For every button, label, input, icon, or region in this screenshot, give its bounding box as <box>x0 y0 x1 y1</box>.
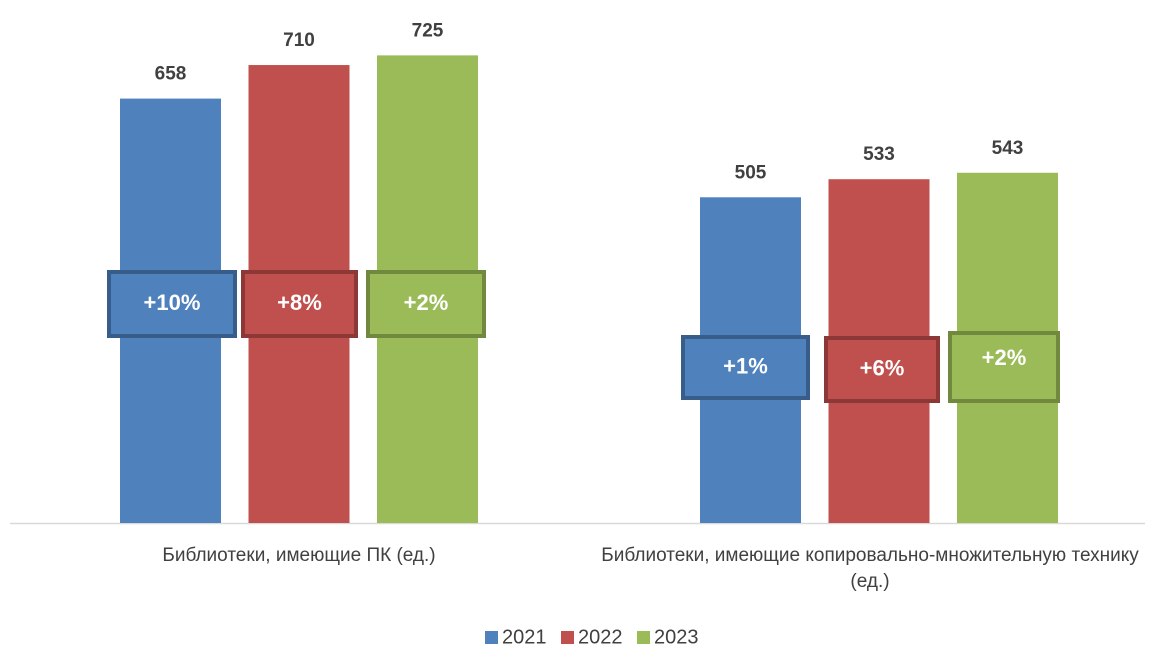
data-label: 725 <box>412 20 444 41</box>
legend-swatch <box>637 631 650 644</box>
data-label: 533 <box>863 144 895 165</box>
legend-swatch <box>561 631 574 644</box>
growth-box <box>681 335 810 400</box>
data-label: 658 <box>155 64 187 85</box>
x-tick-label: Библиотеки, имеющие копировально-множите… <box>601 545 1139 592</box>
data-label: 505 <box>735 162 767 183</box>
legend-label: 2023 <box>654 626 699 648</box>
legend-label: 2022 <box>578 626 623 648</box>
legend-label: 2021 <box>502 626 547 648</box>
growth-box <box>824 336 940 403</box>
growth-label: +2% <box>982 345 1027 370</box>
growth-label: +2% <box>404 290 449 315</box>
growth-box <box>241 270 358 338</box>
growth-label: +10% <box>144 290 201 315</box>
x-tick-label: Библиотеки, имеющие ПК (ед.) <box>162 545 436 566</box>
data-label: 710 <box>283 30 315 51</box>
growth-box <box>107 270 237 338</box>
growth-box <box>948 331 1060 403</box>
growth-box <box>366 270 486 338</box>
legend-swatch <box>485 631 498 644</box>
growth-label: +6% <box>860 355 905 380</box>
growth-label: +8% <box>277 290 322 315</box>
data-label: 543 <box>992 138 1024 159</box>
growth-label: +1% <box>723 353 768 378</box>
